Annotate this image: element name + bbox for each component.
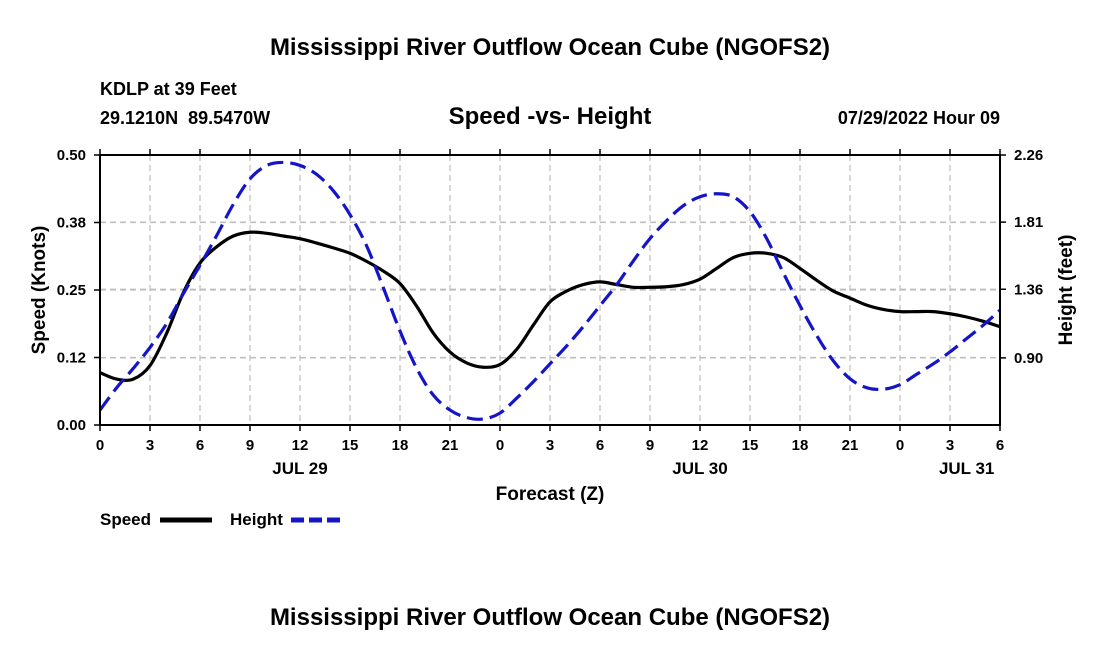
- chart-subtitle: Speed -vs- Height: [449, 103, 652, 130]
- x-tick-label: 3: [946, 437, 954, 454]
- x-tick-label: 12: [292, 437, 309, 454]
- date-label: JUL 29: [272, 459, 327, 478]
- x-tick-label: 0: [96, 437, 104, 454]
- x-tick-label: 6: [196, 437, 204, 454]
- x-tick-label: 15: [742, 437, 759, 454]
- date-label: JUL 30: [672, 459, 727, 478]
- x-tick-label: 3: [546, 437, 554, 454]
- x-tick-label: 3: [146, 437, 154, 454]
- chart-title: Mississippi River Outflow Ocean Cube (NG…: [270, 34, 830, 61]
- run-time-label: 07/29/2022 Hour 09: [838, 108, 1000, 128]
- y-axis-left-title: Speed (Knots): [29, 226, 50, 355]
- y-tick-label-right: 0.90: [1014, 350, 1043, 367]
- x-tick-label: 18: [792, 437, 809, 454]
- x-tick-label: 18: [392, 437, 409, 454]
- series-line-height: [98, 160, 1002, 421]
- y-tick-label-left: 0.25: [57, 282, 86, 299]
- y-tick-label-right: 1.36: [1014, 281, 1043, 298]
- location-label: 29.1210N 89.5470W: [100, 108, 270, 128]
- y-tick-label-left: 0.38: [57, 215, 86, 232]
- x-tick-label: 6: [996, 437, 1004, 454]
- y-tick-label-left: 0.12: [57, 350, 86, 367]
- legend-height-label: Height: [230, 510, 283, 529]
- y-tick-label-left: 0.50: [57, 147, 86, 164]
- x-tick-label: 0: [896, 437, 904, 454]
- y-tick-label-right: 2.26: [1014, 147, 1043, 164]
- x-tick-label: 21: [842, 437, 859, 454]
- y-axis-right-title: Height (feet): [1056, 235, 1077, 346]
- footer-title: Mississippi River Outflow Ocean Cube (NG…: [270, 604, 830, 631]
- x-tick-label: 0: [496, 437, 504, 454]
- x-tick-label: 21: [442, 437, 459, 454]
- y-tick-label-left: 0.00: [57, 417, 86, 434]
- x-tick-label: 9: [646, 437, 654, 454]
- series-line-speed: [99, 230, 1001, 382]
- legend: Speed Height: [100, 510, 343, 529]
- x-tick-label: 6: [596, 437, 604, 454]
- axis-layer: 0 3 6 9 12 15 18 21 0 3 6 9 12 15 18 21 0 3 6 JUL 29 JUL 30 J…: [57, 147, 1043, 478]
- grid-layer: [100, 155, 1000, 425]
- legend-speed-label: Speed: [100, 510, 151, 529]
- x-axis-title: Forecast (Z): [496, 484, 605, 505]
- y-tick-label-right: 1.81: [1014, 214, 1043, 231]
- x-tick-label: 15: [342, 437, 359, 454]
- series-layer: [98, 160, 1002, 421]
- x-tick-label: 9: [246, 437, 254, 454]
- x-tick-label: 12: [692, 437, 709, 454]
- date-label: JUL 31: [939, 459, 994, 478]
- station-label: KDLP at 39 Feet: [100, 79, 237, 99]
